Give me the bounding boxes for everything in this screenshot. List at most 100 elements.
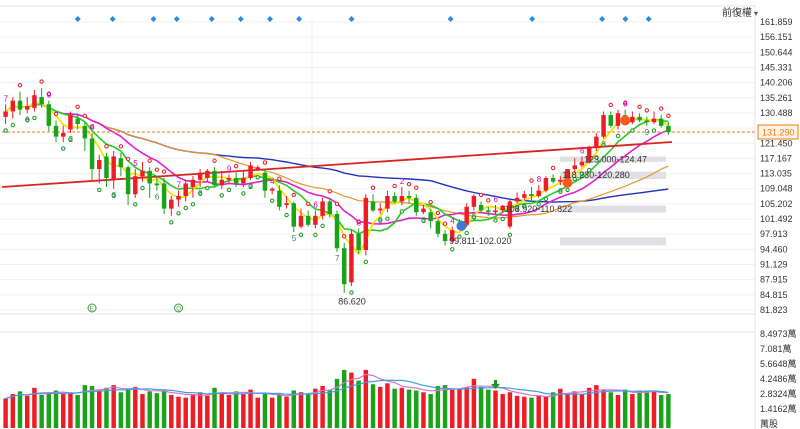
sar-dot: [522, 203, 527, 209]
volume-layer: [3, 369, 671, 428]
volume-bar: [190, 394, 196, 428]
nine-turn-label: 9: [378, 216, 383, 225]
volume-bar: [478, 386, 484, 428]
candle-body: [630, 116, 635, 123]
sar-dot: [457, 234, 462, 239]
volume-bar: [233, 391, 239, 428]
volume-bar: [313, 388, 318, 428]
sar-dot: [486, 198, 491, 203]
volume-tick-label: 萬股: [760, 418, 778, 429]
diamond-marker-icon: [109, 16, 116, 22]
volume-bar: [118, 392, 124, 428]
sar-dot: [176, 211, 181, 216]
restore-adjust-dropdown[interactable]: 前復權 ▾: [722, 4, 758, 19]
event-q-icon: [174, 303, 184, 313]
volume-bar: [3, 398, 8, 428]
sar-dot: [183, 205, 188, 211]
volume-ma-pink: [5, 373, 669, 400]
candle-body: [450, 230, 455, 241]
price-annotation: 86.620: [338, 297, 366, 307]
candle-body: [356, 233, 361, 250]
current-price-label: 131.290: [762, 127, 795, 137]
volume-bar: [666, 394, 671, 428]
volume-bar: [522, 396, 527, 428]
candle-body: [341, 248, 347, 285]
volume-tick-label: 5.6648萬: [760, 358, 797, 369]
sar-dot: [248, 184, 253, 189]
volume-bar: [147, 391, 152, 428]
nine-turn-label: 3: [112, 191, 117, 200]
volume-bar: [414, 390, 419, 428]
nine-turn-label: 4: [270, 177, 275, 186]
price-tick-label: 156.151: [760, 32, 793, 42]
arrow-down-icon: [490, 380, 500, 389]
diamond-marker-icon: [645, 16, 652, 22]
volume-bar: [457, 388, 462, 428]
sar-dot: [572, 176, 577, 182]
price-tick-label: 87.915: [760, 275, 788, 285]
price-tick-label: 150.644: [760, 47, 793, 57]
diamond-marker-icon: [599, 16, 606, 22]
volume-bar: [464, 386, 469, 428]
volume-bar: [637, 391, 642, 428]
candle-body: [298, 215, 304, 227]
candle-body: [111, 156, 116, 180]
nine-turn-label: 2: [249, 182, 254, 191]
candle-body: [529, 194, 534, 197]
candle-body: [543, 178, 549, 191]
sar-dot: [543, 196, 549, 202]
sar-dots: [3, 79, 671, 295]
nine-turn-label: 5: [292, 234, 297, 243]
event-label: Q: [176, 307, 181, 313]
candle-body: [327, 201, 333, 215]
nine-turn-label: 2: [68, 135, 73, 144]
candle-body: [269, 188, 275, 191]
volume-bar: [17, 391, 23, 428]
volume-bar: [82, 385, 88, 428]
candle-body: [550, 178, 556, 182]
sar-dot: [241, 191, 246, 196]
sar-dot: [255, 175, 260, 180]
sar-dot: [169, 220, 174, 225]
sar-dot: [500, 216, 505, 222]
price-tick-label: 161.859: [760, 17, 793, 27]
volume-bar: [248, 389, 253, 428]
candle-body: [24, 106, 30, 110]
volume-bar: [197, 392, 203, 428]
diamond-marker-icon: [296, 16, 303, 22]
volume-bar: [24, 395, 30, 428]
candle-body: [255, 167, 260, 170]
candle-body: [89, 138, 95, 170]
volume-bar: [550, 392, 556, 428]
sar-dot: [608, 102, 613, 108]
candle-body: [140, 170, 145, 177]
price-tick-label: 109.048: [760, 184, 793, 194]
volume-bar: [169, 394, 174, 428]
candle-body: [428, 212, 433, 222]
sar-dot: [666, 113, 671, 118]
sar-dot: [10, 122, 16, 128]
sar-dot: [594, 155, 599, 160]
sar-dot: [39, 79, 44, 84]
sar-dot: [262, 160, 268, 165]
nine-turn-label: 8: [623, 100, 628, 109]
candle-body: [586, 147, 592, 162]
sar-dot: [450, 247, 455, 252]
volume-bar: [291, 390, 297, 428]
sar-dot: [25, 117, 30, 122]
sar-dot: [291, 192, 296, 198]
sar-dot: [269, 198, 275, 203]
sar-dot: [61, 146, 66, 151]
volume-bar: [255, 397, 260, 428]
candle-body: [305, 215, 311, 225]
sar-dot: [378, 218, 383, 223]
volume-bar: [320, 386, 325, 428]
sar-dot: [32, 115, 37, 121]
resistance-band: [560, 205, 666, 213]
candle-body: [147, 170, 152, 184]
sar-dot: [392, 183, 397, 189]
sar-dot: [226, 187, 232, 193]
event-e-icon: [87, 303, 97, 313]
price-annotation: 108.920-110.822: [505, 204, 572, 214]
